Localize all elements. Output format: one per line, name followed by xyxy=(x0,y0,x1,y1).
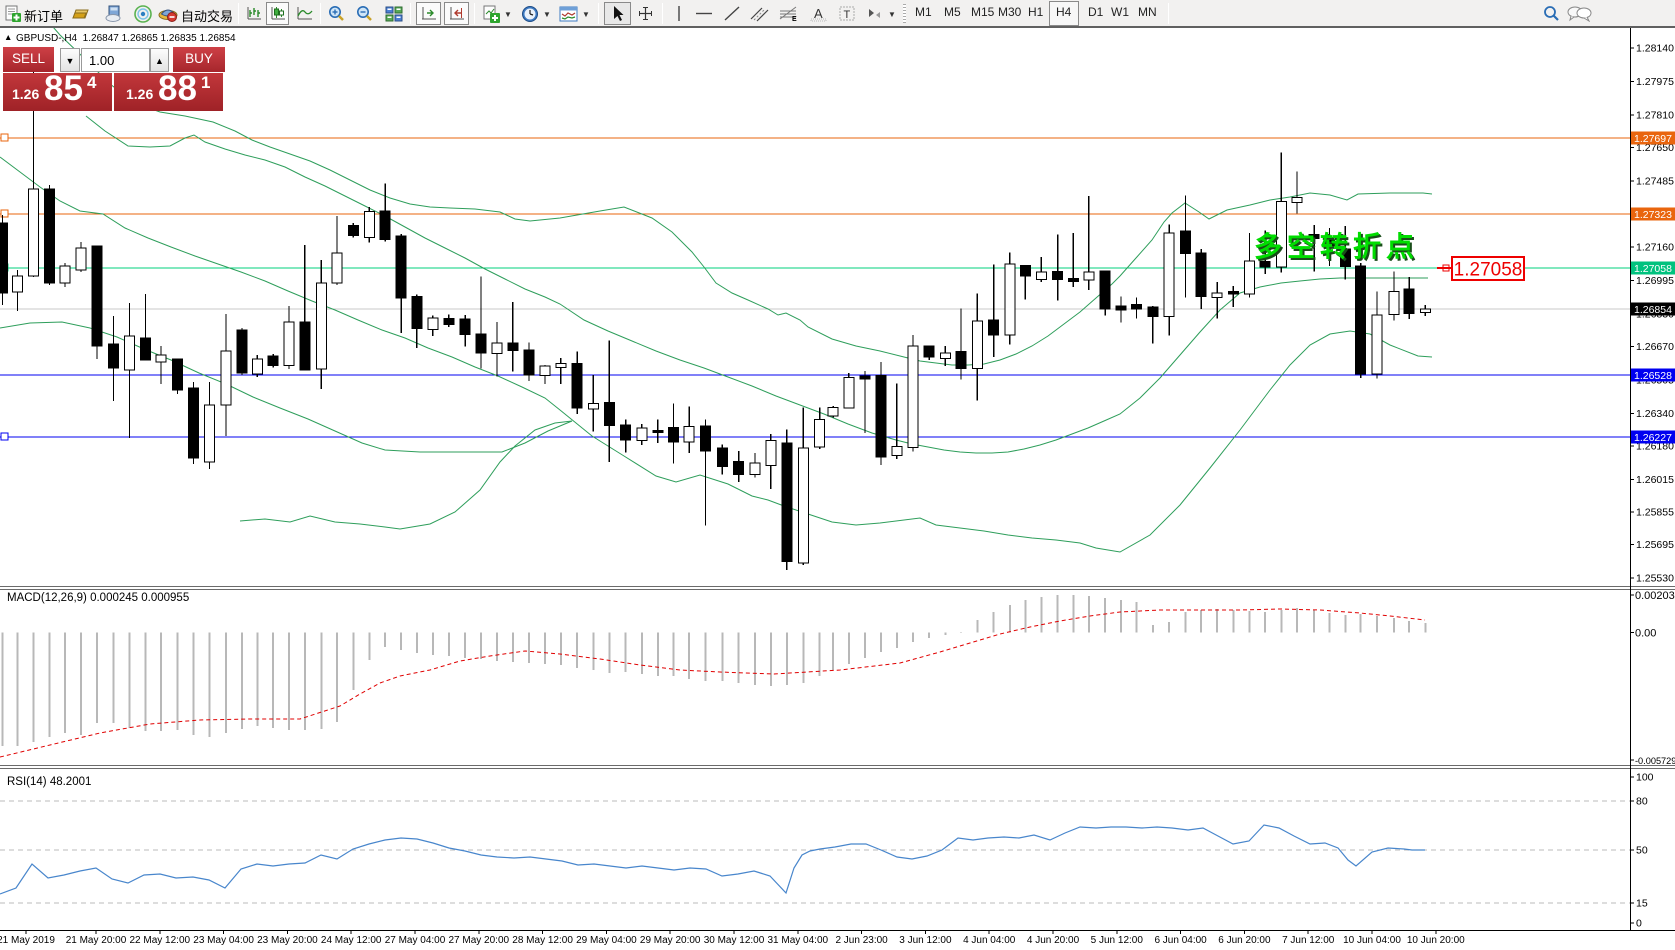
svg-text:1.26854: 1.26854 xyxy=(1634,304,1672,316)
svg-text:6 Jun 20:00: 6 Jun 20:00 xyxy=(1218,935,1271,946)
svg-text:5 Jun 12:00: 5 Jun 12:00 xyxy=(1091,935,1144,946)
svg-text:22 May 12:00: 22 May 12:00 xyxy=(129,935,190,946)
svg-text:1.27485: 1.27485 xyxy=(1636,176,1674,188)
svg-text:1.27058: 1.27058 xyxy=(1634,263,1672,275)
svg-text:29 May 20:00: 29 May 20:00 xyxy=(640,935,701,946)
svg-text:1.26340: 1.26340 xyxy=(1636,408,1674,420)
svg-text:0.00203: 0.00203 xyxy=(1635,590,1675,602)
svg-text:100: 100 xyxy=(1636,772,1654,784)
svg-text:多空转折点: 多空转折点 xyxy=(1254,230,1419,262)
svg-text:0.00: 0.00 xyxy=(1635,628,1656,640)
svg-text:29 May 04:00: 29 May 04:00 xyxy=(576,935,637,946)
svg-text:10 Jun 04:00: 10 Jun 04:00 xyxy=(1343,935,1401,946)
svg-text:1.25695: 1.25695 xyxy=(1636,539,1674,551)
svg-text:RSI(14) 48.2001: RSI(14) 48.2001 xyxy=(7,776,91,788)
svg-text:GBPUSD-,H4 1.26847 1.26865 1.: GBPUSD-,H4 1.26847 1.26865 1.26835 1.268… xyxy=(16,33,236,44)
svg-text:1.26227: 1.26227 xyxy=(1634,432,1672,444)
svg-text:4 Jun 20:00: 4 Jun 20:00 xyxy=(1027,935,1080,946)
svg-text:MACD(12,26,9) 0.000245 0.00095: MACD(12,26,9) 0.000245 0.000955 xyxy=(7,592,189,604)
svg-text:1.27323: 1.27323 xyxy=(1634,209,1672,221)
svg-text:T: T xyxy=(844,9,851,21)
svg-text:24 May 12:00: 24 May 12:00 xyxy=(321,935,382,946)
svg-text:10 Jun 20:00: 10 Jun 20:00 xyxy=(1407,935,1465,946)
svg-text:1.26995: 1.26995 xyxy=(1636,275,1674,287)
svg-text:▲: ▲ xyxy=(4,32,12,42)
svg-text:1.27160: 1.27160 xyxy=(1636,242,1674,254)
svg-text:30 May 12:00: 30 May 12:00 xyxy=(704,935,765,946)
svg-text:1.27810: 1.27810 xyxy=(1636,110,1674,122)
svg-text:1.26670: 1.26670 xyxy=(1636,341,1674,353)
svg-text:2 Jun 23:00: 2 Jun 23:00 xyxy=(835,935,888,946)
svg-text:80: 80 xyxy=(1636,796,1648,808)
svg-text:1.28140: 1.28140 xyxy=(1636,43,1674,55)
svg-text:6 Jun 04:00: 6 Jun 04:00 xyxy=(1154,935,1207,946)
svg-text:15: 15 xyxy=(1636,898,1648,910)
svg-text:50: 50 xyxy=(1636,845,1648,857)
svg-text:1.25855: 1.25855 xyxy=(1636,507,1674,519)
svg-text:0: 0 xyxy=(1636,918,1642,930)
svg-text:1.27058: 1.27058 xyxy=(1454,260,1523,281)
svg-text:1.27650: 1.27650 xyxy=(1636,142,1674,154)
svg-text:A: A xyxy=(814,6,823,21)
svg-text:21 May 2019: 21 May 2019 xyxy=(0,935,55,946)
svg-text:27 May 04:00: 27 May 04:00 xyxy=(385,935,446,946)
svg-text:27 May 20:00: 27 May 20:00 xyxy=(448,935,509,946)
svg-text:31 May 04:00: 31 May 04:00 xyxy=(767,935,828,946)
svg-text:E: E xyxy=(792,16,797,23)
svg-text:1.25530: 1.25530 xyxy=(1636,573,1674,585)
svg-text:1.27697: 1.27697 xyxy=(1634,133,1672,145)
svg-text:1.26528: 1.26528 xyxy=(1634,370,1672,382)
svg-text:23 May 20:00: 23 May 20:00 xyxy=(257,935,318,946)
svg-text:28 May 12:00: 28 May 12:00 xyxy=(512,935,573,946)
svg-text:1.26015: 1.26015 xyxy=(1636,474,1674,486)
svg-text:7 Jun 12:00: 7 Jun 12:00 xyxy=(1282,935,1335,946)
svg-text:-0.005729: -0.005729 xyxy=(1635,756,1675,766)
svg-text:3 Jun 12:00: 3 Jun 12:00 xyxy=(899,935,952,946)
svg-text:多空转折点: 多空转折点 xyxy=(1256,232,1421,264)
svg-text:23 May 04:00: 23 May 04:00 xyxy=(193,935,254,946)
svg-text:1.27975: 1.27975 xyxy=(1636,76,1674,88)
svg-text:4 Jun 04:00: 4 Jun 04:00 xyxy=(963,935,1016,946)
svg-text:21 May 20:00: 21 May 20:00 xyxy=(66,935,127,946)
